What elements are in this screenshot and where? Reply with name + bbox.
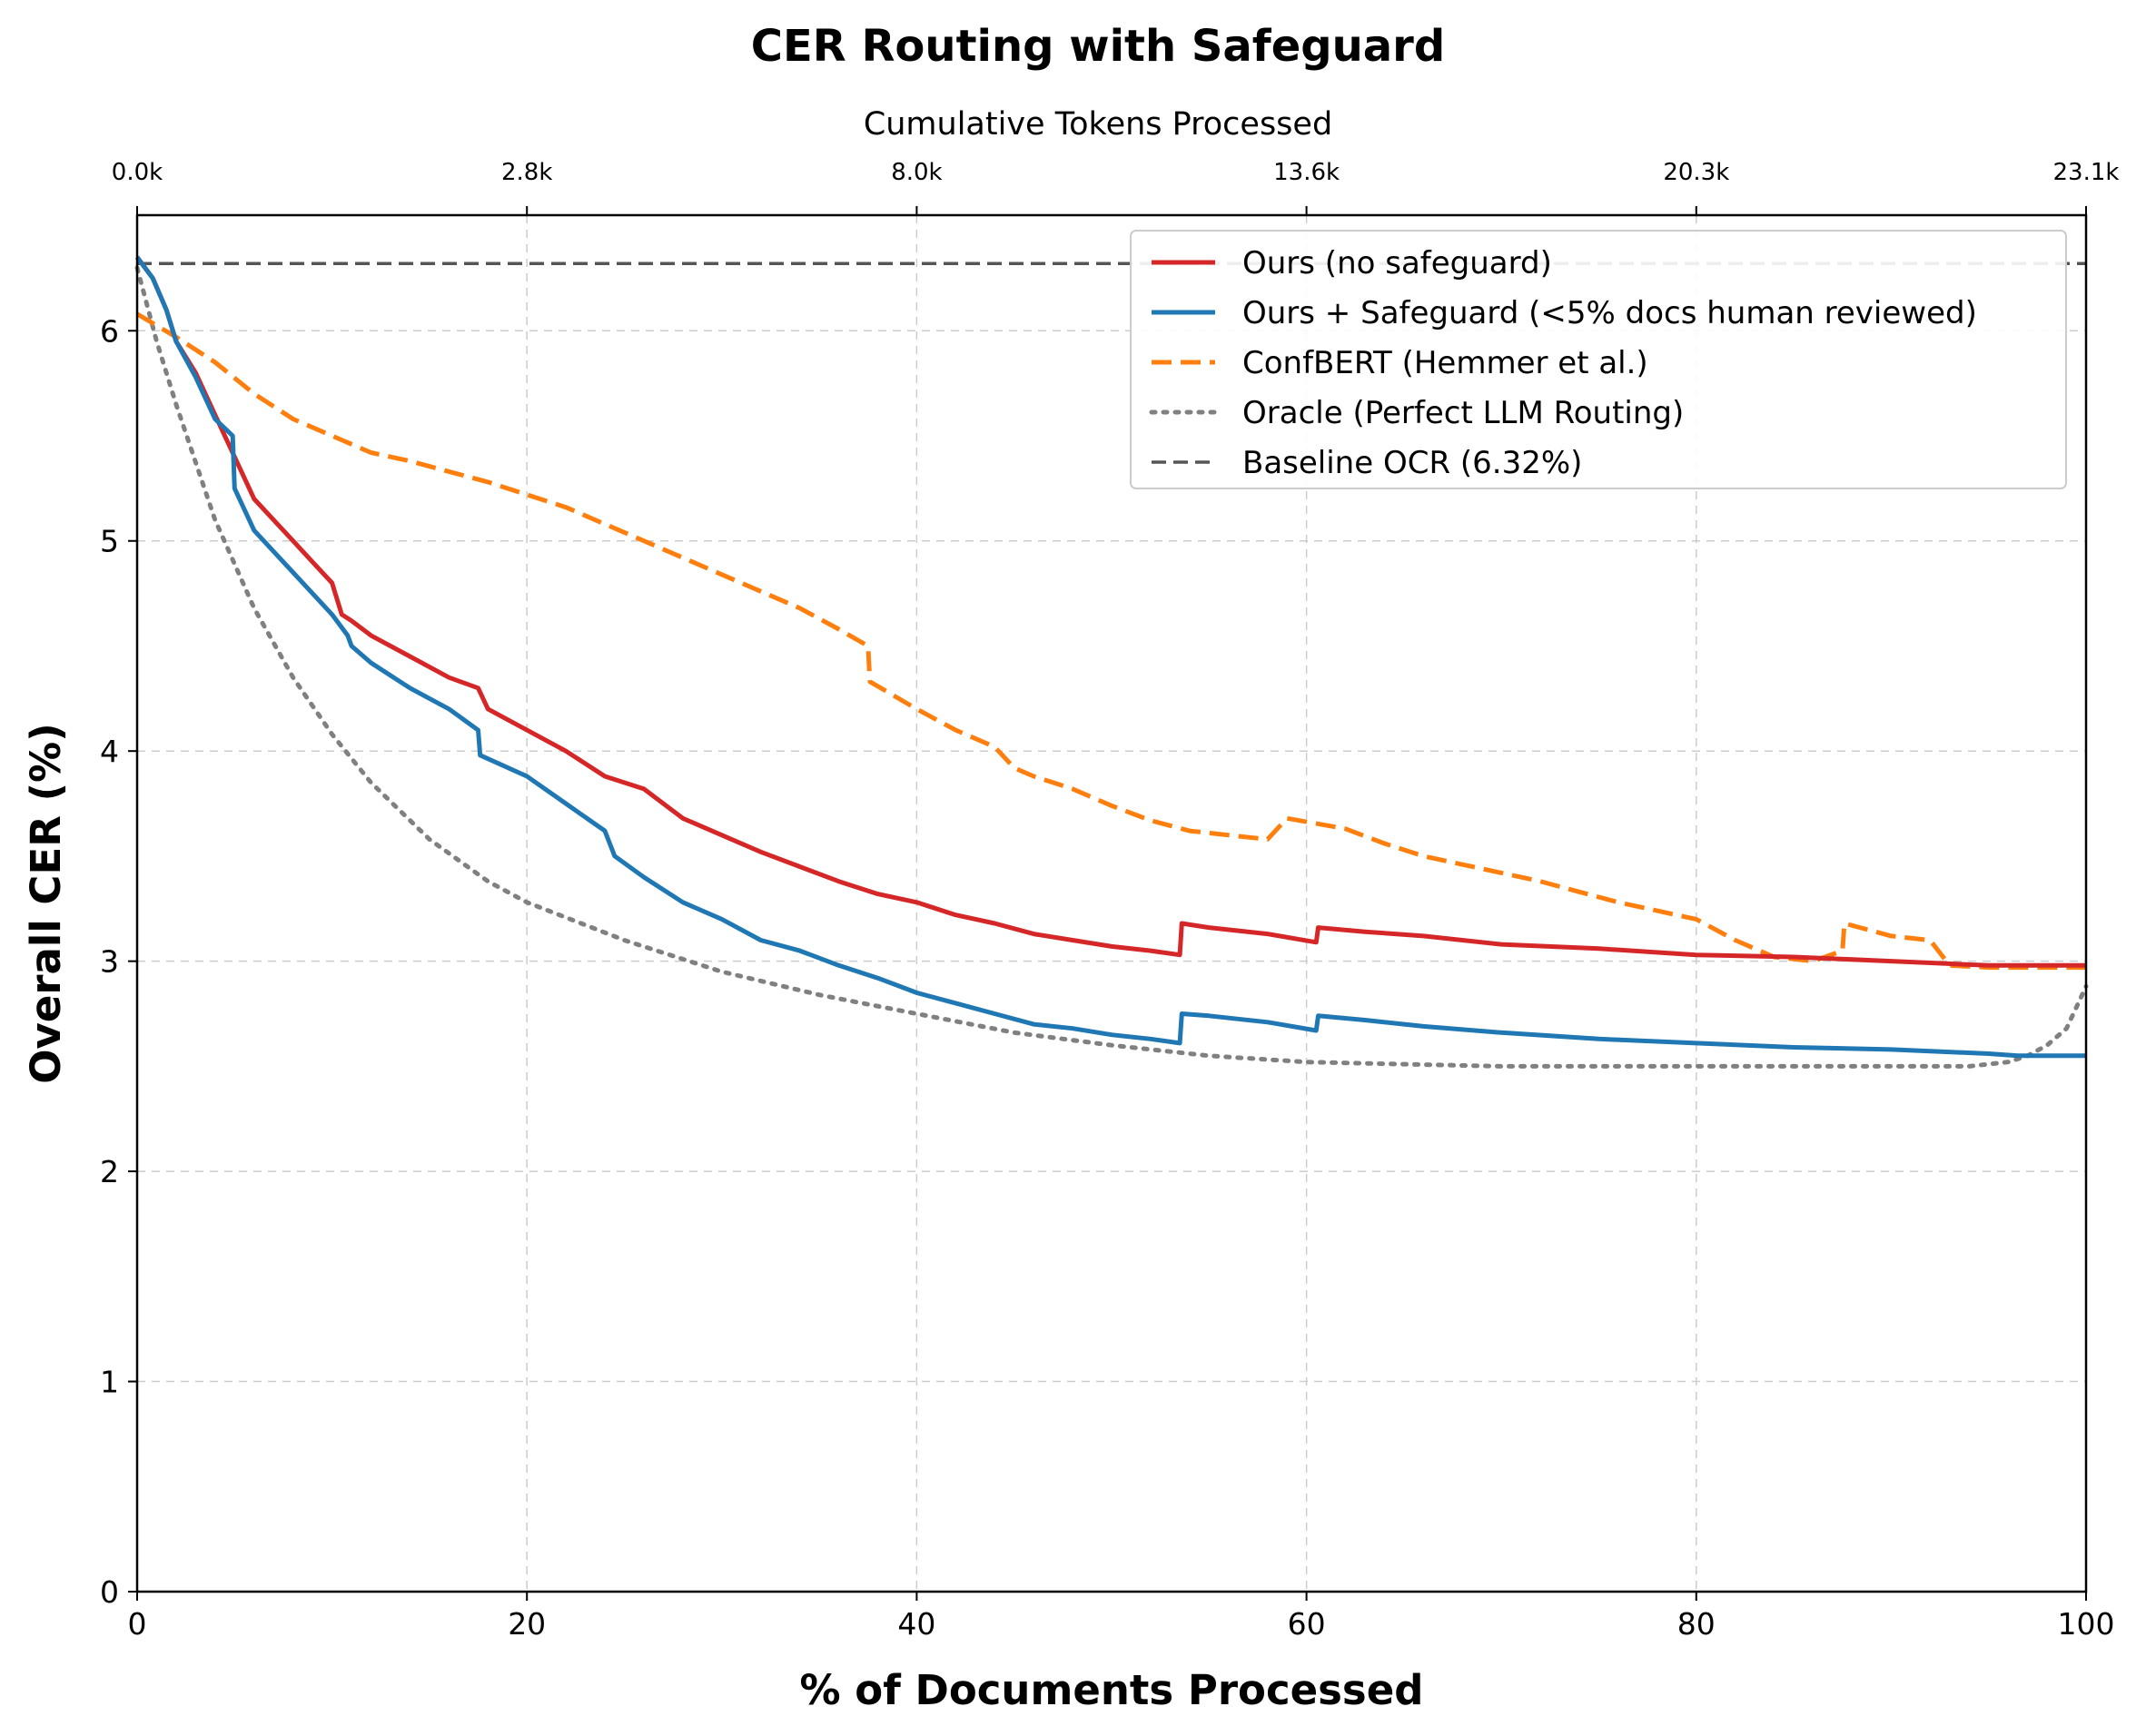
top-x-tick-label: 23.1k [2053,159,2120,186]
top-x-tick-label: 8.0k [891,159,942,186]
top-x-tick-label: 20.3k [1663,159,1729,186]
y-tick-label: 3 [100,944,119,980]
x-tick-label: 0 [128,1606,147,1642]
y-tick-label: 6 [100,313,119,349]
legend-box [1130,230,2067,489]
y-axis-label: Overall CER (%) [22,723,70,1084]
top-axis-label: Cumulative Tokens Processed [864,106,1332,143]
legend: Ours (no safeguard) Ours + Safeguard (<5%… [1130,230,2067,489]
series-line-3 [134,265,2089,1069]
series-line-1 [134,255,2086,1059]
legend-label: ConfBERT (Hemmer et al.) [1242,345,1648,381]
y-tick-label: 5 [100,524,119,559]
x-tick-label: 80 [1677,1606,1716,1642]
y-tick-label: 0 [100,1574,119,1610]
y-tick-label: 2 [100,1154,119,1189]
plot-frame [135,213,2088,1593]
series-line-0 [134,255,2086,968]
legend-label: Baseline OCR (6.32%) [1242,445,1582,481]
x-tick-label: 60 [1288,1606,1326,1642]
legend-label: Ours (no safeguard) [1242,245,1552,281]
chart-title: CER Routing with Safeguard [751,21,1445,72]
legend-label: Oracle (Perfect LLM Routing) [1242,395,1684,431]
ticks: 0 20 40 60 80 100 0.0k 2.8k 8.0k 13.6k 20.3k 23.1k 0… [100,159,2119,1642]
top-x-tick-label: 13.6k [1273,159,1340,186]
top-x-tick-label: 0.0k [112,159,163,186]
top-x-tick-label: 2.8k [501,159,552,186]
y-tick-label: 4 [100,734,119,769]
x-tick-label: 40 [897,1606,935,1642]
legend-label: Ours + Safeguard (<5% docs human reviewe… [1242,295,1977,331]
x-axis-label: % of Documents Processed [800,1666,1424,1714]
x-tick-label: 20 [508,1606,546,1642]
x-tick-label: 100 [2058,1606,2115,1642]
series-line-2 [135,311,2086,971]
y-tick-label: 1 [100,1365,119,1400]
